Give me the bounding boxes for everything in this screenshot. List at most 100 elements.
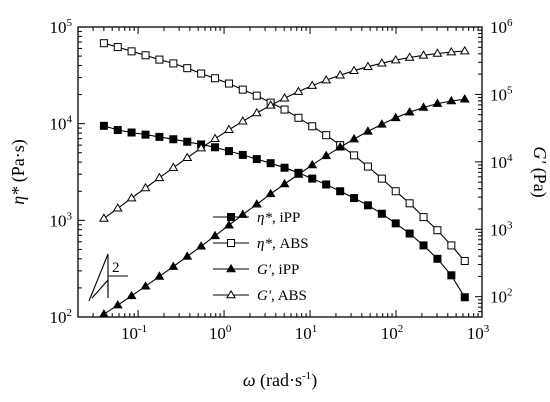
data-point [238,85,247,94]
slope-hypotenuse [88,253,109,302]
data-point [419,241,428,250]
data-point [322,180,331,189]
y-left-tick-label: 104 [50,114,73,134]
data-point [211,74,220,83]
data-point [433,226,442,235]
data-point [308,122,317,131]
data-point [211,143,220,152]
y-left-tick-label: 103 [50,210,73,230]
data-point [350,194,359,203]
data-point [126,192,137,202]
data-point [418,50,429,59]
data-point [307,80,318,89]
data-point [405,229,414,238]
series-1 [99,39,469,265]
data-point [294,113,303,122]
data-point [252,155,261,164]
series-0 [99,121,469,302]
data-point [224,79,233,88]
data-point [251,107,262,117]
axis-titles: ω (rad·s-1) η* (Pa·s) G' (Pa) [8,139,550,391]
data-point [279,93,290,102]
data-point [390,112,401,122]
data-point [335,142,346,151]
data-point [322,131,331,140]
y-right-tick-label: 103 [490,219,513,239]
legend-marker [227,239,235,247]
data-point [197,69,206,78]
x-tick-label: 103 [467,323,490,343]
data-point [377,209,386,218]
legend-item: η*, iPP [213,210,300,226]
data-point [265,188,276,198]
data-point [362,126,373,135]
x-axis-title: ω (rad·s-1) [243,370,317,391]
series-line [103,42,466,262]
legend-item: G', iPP [213,262,299,278]
data-point [460,256,469,265]
data-point [433,254,442,263]
data-point [183,64,192,73]
data-point [293,169,304,178]
data-point [405,199,414,208]
legend-item: η*, ABS [213,236,309,252]
data-point [349,133,359,143]
legend-label: η*, ABS [257,236,309,252]
data-point [349,65,359,74]
series-3 [98,45,470,222]
data-point [196,142,207,152]
y-left-tick-label: 102 [50,307,73,327]
legend-label: G', ABS [257,288,307,304]
slope-indicator: 2 [88,253,128,302]
data-point [335,70,346,79]
x-tick-label: 101 [295,323,318,343]
data-point [169,59,178,68]
data-point [126,290,137,300]
data-point [183,137,192,146]
data-point [237,116,248,125]
data-point [238,150,247,159]
data-point [251,199,262,208]
data-point [210,133,220,143]
data-point [182,251,193,260]
data-point [390,54,401,64]
x-tick-label: 102 [381,323,404,343]
data-point [99,39,108,48]
data-point [154,271,165,280]
data-point [404,52,415,61]
x-tick-label: 100 [209,323,232,343]
legend-item: G', ABS [213,288,307,304]
legend: η*, iPP η*, ABS G', iPP G', ABS [213,210,309,304]
data-point [280,105,289,114]
data-point [447,271,456,280]
data-point [141,130,150,139]
data-point [459,45,470,55]
data-point [418,102,429,111]
data-point [376,119,387,128]
data-point [279,178,290,188]
data-point [391,187,400,196]
data-point [168,261,179,270]
data-point [307,159,318,169]
data-point [336,187,345,196]
legend-marker [227,213,235,221]
legend-marker [226,289,236,299]
legend-label: η*, iPP [257,210,300,226]
data-point [447,241,456,250]
data-point [196,241,207,250]
data-point [155,132,164,141]
data-point [266,159,275,168]
data-point [446,95,457,105]
data-point [419,213,428,222]
data-point [376,58,387,67]
data-point [404,107,415,116]
data-point [280,163,289,172]
data-point [321,150,332,160]
data-point [112,203,123,212]
y-right-axis-title: G' (Pa) [529,146,550,197]
data-point [252,91,261,100]
data-point [293,86,304,95]
data-point [363,162,372,171]
data-point [113,43,122,52]
